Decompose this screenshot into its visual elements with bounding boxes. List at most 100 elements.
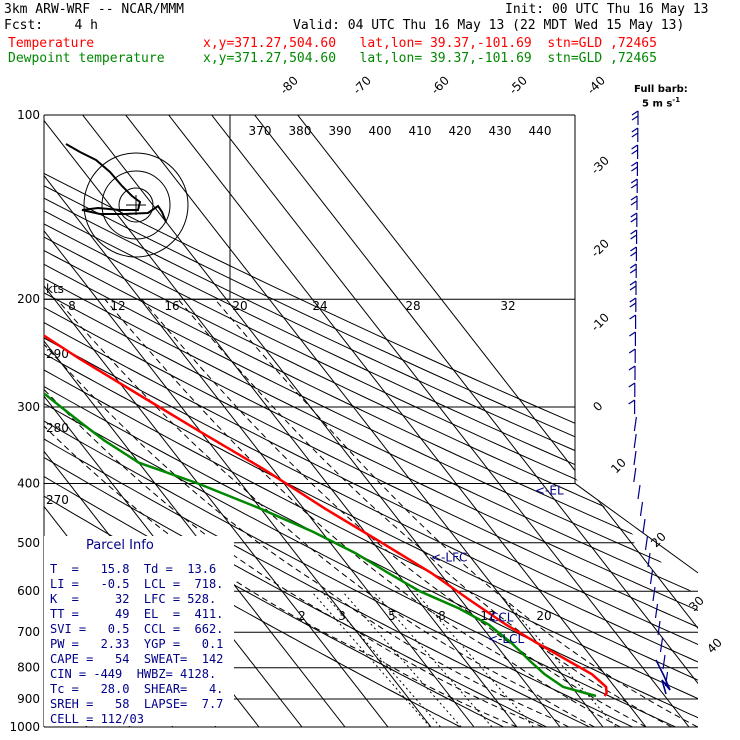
ccl-annotation: CCL <box>490 610 514 624</box>
wind-barb-flag <box>630 246 637 252</box>
mixing-ratio-label: 5 <box>388 609 396 623</box>
parcel-row: CELL = 112/03 <box>50 712 144 726</box>
mixing-ratio-label: 24 <box>312 299 327 313</box>
wind-barb-flag <box>628 348 636 354</box>
mixing-ratio-line <box>496 590 617 727</box>
wind-barb <box>639 501 644 517</box>
isotherm-label: -10 <box>588 310 612 334</box>
wind-barb <box>659 637 664 653</box>
wind-barb-flag <box>630 217 638 223</box>
wind-barb-flag <box>629 314 636 320</box>
moist-adiabat <box>56 298 595 727</box>
dry-adiabat <box>44 115 698 727</box>
isotherm-label: 40 <box>704 635 725 656</box>
wind-barb-flag <box>628 399 635 405</box>
dewpoint-location: x,y=371.27,504.60 lat,lon= 39.37,-101.69… <box>203 51 657 66</box>
dry-adiabat <box>44 115 698 727</box>
wind-barb-flag <box>631 166 638 172</box>
theta-e-label: 400 <box>369 124 392 138</box>
mixing-ratio-label: 20 <box>232 299 247 313</box>
pressure-label: 300 <box>17 400 40 414</box>
isotherm-label: 10 <box>608 455 629 476</box>
isotherm-line <box>254 115 698 727</box>
mixing-ratio-label: 32 <box>500 299 515 313</box>
hodograph <box>65 143 189 258</box>
isotherm-label: 20 <box>648 529 669 550</box>
isotherm-label: -50 <box>506 73 530 97</box>
wind-barb <box>633 467 637 483</box>
wind-barb-flag <box>628 365 636 371</box>
dry-adiabat <box>44 115 590 727</box>
wind-barb-flag <box>630 229 637 235</box>
wind-barb-flag <box>628 382 636 388</box>
mixing-ratio-label: 28 <box>405 299 420 313</box>
wind-barb-flag <box>629 302 637 308</box>
isotherm-label: -20 <box>588 236 612 260</box>
pressure-label: 100 <box>17 108 40 122</box>
wind-barb-flag <box>631 161 638 167</box>
wind-barb <box>642 518 646 534</box>
wind-barb-flag <box>630 195 638 201</box>
dry-adiabat <box>44 115 698 727</box>
isotherm-line <box>44 115 475 727</box>
wind-barbs <box>628 110 671 695</box>
dry-adiabat <box>44 115 698 727</box>
parcel-info-title: Parcel Info <box>86 538 154 553</box>
theta-e-label: 390 <box>329 124 352 138</box>
lfc-annotation: <-LFC <box>431 550 467 564</box>
model-title: 3km ARW-WRF -- NCAR/MMM <box>4 2 185 17</box>
lcl-annotation: <-LCL <box>488 632 524 646</box>
mixing-ratio-line <box>341 590 462 727</box>
pressure-label: 200 <box>17 292 40 306</box>
mixing-ratio-label: 20 <box>536 609 551 623</box>
valid-time: Valid: 04 UTC Thu 16 May 13 (22 MDT Wed … <box>293 18 685 33</box>
dewpoint-legend: Dewpoint temperature <box>8 51 165 66</box>
wind-barb-flag <box>629 331 636 337</box>
theta-label: 280 <box>46 421 69 435</box>
isotherm-label: 30 <box>686 593 707 614</box>
temperature-location: x,y=371.27,504.60 lat,lon= 39.37,-101.69… <box>203 36 657 51</box>
wind-barb-flag <box>629 285 637 291</box>
wind-barb-flag <box>630 212 638 218</box>
wind-barb <box>662 654 666 670</box>
theta-e-label: 380 <box>289 124 312 138</box>
hodograph-ring <box>101 170 171 240</box>
wind-barb-flag <box>631 132 639 138</box>
mixing-ratio-line <box>310 590 431 727</box>
wind-barb-cluster <box>655 659 671 695</box>
full-barb-title: Full barb: <box>634 84 688 95</box>
dry-adiabat <box>44 115 676 727</box>
full-barb-units: 5 m s-1 <box>642 96 681 110</box>
wind-barb <box>633 450 637 466</box>
theta-e-label: 410 <box>409 124 432 138</box>
mixing-ratio-label: 12 <box>110 299 125 313</box>
theta-label: 290 <box>46 347 69 361</box>
wind-barb-flag <box>629 297 637 303</box>
wind-barb-flag <box>631 127 639 133</box>
wind-barb <box>649 569 654 585</box>
right-axis-diagonal <box>574 483 699 574</box>
isotherm-label: -40 <box>584 73 608 97</box>
dry-adiabat <box>44 115 698 727</box>
parcel-row: CAPE = 54 SWEAT= 142 <box>50 652 224 666</box>
wind-barb-flag <box>629 268 637 274</box>
parcel-info-box: Parcel Info T = 15.8 Td = 13.6 LI = -0.5… <box>44 536 234 726</box>
mixing-ratio-line <box>321 590 441 727</box>
wind-barb <box>633 433 637 449</box>
parcel-row: Tc = 28.0 SHEAR= 4. <box>50 682 224 696</box>
wind-barb-flag <box>631 115 639 121</box>
theta-label: 270 <box>46 493 69 507</box>
mixing-ratio-label: 8 <box>68 299 76 313</box>
wind-barb <box>633 416 637 432</box>
wind-barb-flag <box>630 178 638 184</box>
parcel-row: LI = -0.5 LCL = 718. <box>50 577 224 591</box>
hodograph-ring <box>118 187 154 223</box>
mixing-ratio-label: 16 <box>164 299 179 313</box>
parcel-row: SREH = 58 LAPSE= 7.7 <box>50 697 224 711</box>
pressure-label: 700 <box>17 625 40 639</box>
moist-adiabat <box>141 298 647 727</box>
parcel-row: K = 32 LFC = 528. <box>50 592 217 606</box>
isotherm-line <box>0 115 1 727</box>
moist-adiabat <box>44 298 518 727</box>
isotherm-label: -30 <box>588 153 612 177</box>
